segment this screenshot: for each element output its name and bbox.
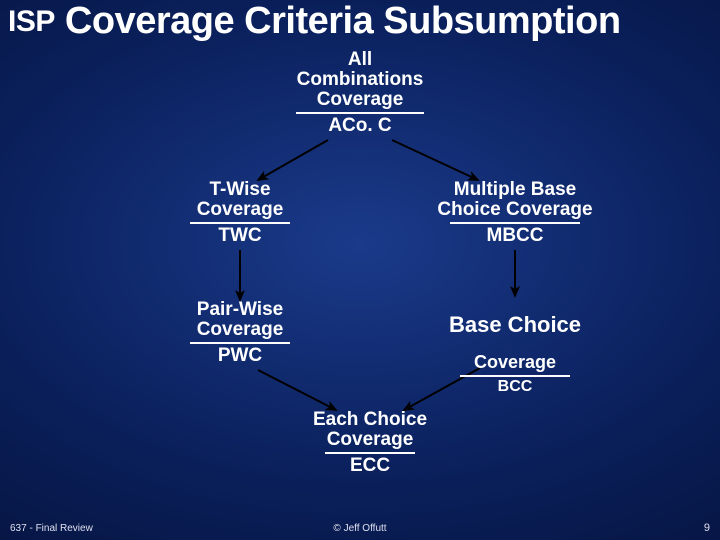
node-bcc-name: Base Choice Coverage — [430, 296, 600, 373]
node-bcc-rule — [460, 375, 570, 377]
node-bcc-name-bot: Coverage — [474, 352, 556, 372]
node-ecc: Each Choice Coverage ECC — [300, 410, 440, 476]
slide: ISP Coverage Criteria Subsumption All Co… — [0, 0, 720, 540]
title-isp: ISP — [8, 5, 55, 38]
footer-left: 637 - Final Review — [10, 523, 93, 534]
node-twc: T-Wise Coverage TWC — [180, 180, 300, 246]
node-bcc-name-top: Base Choice — [449, 312, 581, 337]
node-twc-acronym: TWC — [180, 226, 300, 246]
node-mbcc-rule — [450, 222, 580, 224]
node-bcc: Base Choice Coverage BCC — [430, 296, 600, 396]
node-ecc-name: Each Choice Coverage — [300, 410, 440, 450]
title-rest: Coverage Criteria Subsumption — [65, 0, 621, 42]
page-title: ISP Coverage Criteria Subsumption — [8, 2, 712, 40]
node-ecc-acronym: ECC — [300, 456, 440, 476]
node-mbcc-acronym: MBCC — [420, 226, 610, 246]
node-pwc-acronym: PWC — [180, 346, 300, 366]
node-mbcc: Multiple Base Choice Coverage MBCC — [420, 180, 610, 246]
node-acoc-name: All Combinations Coverage — [286, 50, 434, 110]
node-twc-rule — [190, 222, 290, 224]
footer-center: © Jeff Offutt — [333, 523, 386, 534]
node-pwc: Pair-Wise Coverage PWC — [180, 300, 300, 366]
node-pwc-name: Pair-Wise Coverage — [180, 300, 300, 340]
node-mbcc-name: Multiple Base Choice Coverage — [420, 180, 610, 220]
node-ecc-rule — [325, 452, 415, 454]
node-pwc-rule — [190, 342, 290, 344]
node-acoc: All Combinations Coverage ACo. C — [286, 50, 434, 136]
node-twc-name: T-Wise Coverage — [180, 180, 300, 220]
node-acoc-acronym: ACo. C — [286, 116, 434, 136]
node-bcc-acronym: BCC — [430, 379, 600, 396]
node-acoc-rule — [296, 112, 424, 114]
footer-right: 9 — [704, 522, 710, 534]
